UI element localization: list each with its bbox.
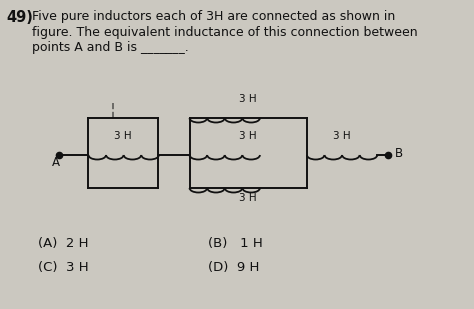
- Text: 3 H: 3 H: [333, 131, 351, 141]
- Text: (C)  3 H: (C) 3 H: [38, 261, 89, 274]
- Text: 3 H: 3 H: [239, 131, 257, 141]
- Text: 3 H: 3 H: [114, 131, 132, 141]
- Text: (B)   1 H: (B) 1 H: [208, 237, 262, 250]
- Text: points A and B is _______.: points A and B is _______.: [33, 41, 189, 54]
- Text: B: B: [395, 147, 403, 160]
- Text: 3 H: 3 H: [239, 94, 257, 104]
- Text: Five pure inductors each of 3H are connected as shown in: Five pure inductors each of 3H are conne…: [33, 10, 396, 23]
- Text: A: A: [52, 156, 60, 169]
- Text: 49): 49): [6, 10, 33, 25]
- Text: (D)  9 H: (D) 9 H: [208, 261, 259, 274]
- Text: figure. The equivalent inductance of this connection between: figure. The equivalent inductance of thi…: [33, 26, 418, 39]
- Text: 3 H: 3 H: [239, 193, 257, 203]
- Text: (A)  2 H: (A) 2 H: [38, 237, 89, 250]
